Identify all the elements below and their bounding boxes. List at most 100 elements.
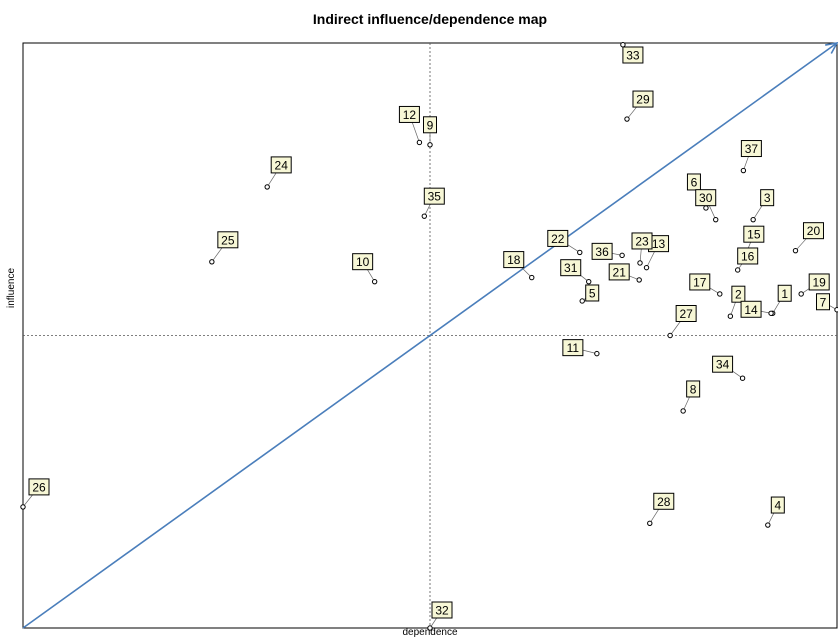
point-marker — [620, 42, 626, 48]
point-marker — [577, 249, 583, 256]
point-label: 23 — [631, 232, 653, 250]
data-point-4: 4 — [765, 496, 785, 528]
label-text: 28 — [657, 495, 671, 509]
point-label: 3 — [760, 189, 775, 207]
label-box — [28, 478, 50, 496]
label-text: 16 — [741, 249, 755, 263]
label-box — [695, 189, 717, 207]
data-point-26: 26 — [20, 478, 50, 510]
point-marker — [624, 116, 630, 122]
point-label: 12 — [398, 105, 420, 123]
point-label: 18 — [503, 251, 525, 269]
point-marker — [765, 522, 771, 528]
point-marker — [529, 274, 535, 281]
data-point-12: 12 — [398, 105, 423, 146]
label-text: 15 — [747, 228, 761, 242]
label-text: 10 — [356, 255, 370, 269]
data-point-24: 24 — [264, 156, 292, 190]
point-marker — [643, 264, 650, 271]
label-text: 29 — [636, 93, 650, 107]
data-point-30: 30 — [695, 189, 719, 223]
point-marker — [427, 625, 433, 631]
label-box — [562, 339, 584, 357]
label-box — [653, 492, 675, 510]
label-text: 12 — [403, 108, 417, 122]
label-text: 27 — [679, 307, 693, 321]
point-marker — [637, 260, 643, 266]
label-box — [423, 116, 437, 134]
point-marker — [834, 307, 838, 313]
point-label: 21 — [608, 263, 630, 281]
chart-title: Indirect influence/dependence map — [312, 11, 548, 27]
label-box — [770, 496, 785, 514]
label-text: 21 — [613, 265, 627, 279]
point-marker — [20, 504, 26, 510]
data-point-8: 8 — [680, 380, 701, 414]
point-marker — [727, 313, 734, 319]
point-label: 10 — [352, 253, 374, 271]
point-label: 1 — [777, 284, 792, 302]
label-text: 31 — [564, 261, 578, 275]
x-axis-label: dependence — [402, 627, 458, 638]
point-label: 26 — [28, 478, 50, 496]
label-text: 23 — [635, 234, 649, 248]
data-point-10: 10 — [352, 253, 378, 285]
label-box — [608, 263, 630, 281]
point-label: 19 — [808, 273, 830, 291]
label-text: 1 — [781, 287, 788, 301]
label-text: 6 — [691, 175, 698, 189]
point-label: 13 — [648, 235, 670, 253]
point-marker — [703, 205, 709, 211]
point-marker — [636, 277, 642, 283]
point-marker — [739, 375, 746, 381]
label-box — [503, 251, 525, 269]
data-point-16: 16 — [734, 247, 759, 273]
data-point-13: 13 — [643, 235, 670, 271]
point-label: 20 — [802, 222, 824, 240]
label-text: 4 — [774, 499, 781, 513]
label-box — [632, 90, 654, 108]
point-label: 31 — [560, 259, 582, 277]
data-point-20: 20 — [792, 222, 824, 254]
point-marker — [371, 278, 378, 285]
point-label: 2 — [731, 285, 746, 303]
data-point-31: 31 — [560, 259, 592, 285]
point-marker — [264, 184, 270, 190]
label-text: 35 — [428, 190, 442, 204]
label-box — [808, 273, 830, 291]
label-box — [585, 284, 600, 302]
label-text: 14 — [744, 303, 758, 317]
label-text: 36 — [595, 245, 609, 259]
point-label: 34 — [712, 355, 734, 373]
label-text: 18 — [507, 253, 521, 267]
label-box — [631, 232, 653, 250]
data-point-28: 28 — [647, 492, 675, 526]
point-label: 24 — [270, 156, 292, 174]
data-point-37: 37 — [740, 140, 762, 174]
label-box — [689, 273, 711, 291]
data-point-17: 17 — [689, 273, 723, 297]
data-point-25: 25 — [209, 231, 239, 265]
label-box — [270, 156, 292, 174]
label-text: 17 — [693, 275, 707, 289]
point-marker — [717, 291, 723, 297]
point-label: 9 — [423, 116, 437, 134]
data-point-18: 18 — [503, 251, 535, 281]
label-box — [352, 253, 374, 271]
label-box — [675, 305, 697, 322]
diagonal-line — [22, 42, 838, 629]
point-label: 6 — [686, 173, 701, 191]
label-text: 30 — [699, 191, 713, 205]
label-box — [217, 231, 239, 249]
data-point-35: 35 — [421, 187, 445, 219]
point-marker — [798, 291, 804, 297]
label-box — [816, 293, 830, 311]
data-point-21: 21 — [608, 263, 642, 283]
label-text: 32 — [435, 604, 449, 618]
point-label: 7 — [816, 293, 830, 311]
label-text: 34 — [716, 358, 730, 372]
data-point-3: 3 — [750, 189, 775, 223]
data-point-9: 9 — [423, 116, 437, 148]
point-label: 37 — [740, 140, 762, 158]
point-label: 11 — [562, 339, 584, 357]
